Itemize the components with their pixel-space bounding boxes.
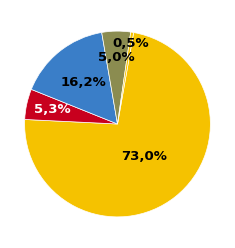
Text: 16,2%: 16,2% (61, 76, 106, 89)
Wedge shape (31, 32, 118, 124)
Wedge shape (102, 31, 131, 124)
Wedge shape (25, 89, 118, 124)
Text: 73,0%: 73,0% (121, 150, 167, 163)
Text: 5,3%: 5,3% (34, 103, 70, 116)
Text: 5,0%: 5,0% (98, 51, 135, 64)
Wedge shape (118, 32, 134, 124)
Text: 0,5%: 0,5% (112, 37, 149, 50)
Wedge shape (25, 32, 210, 217)
